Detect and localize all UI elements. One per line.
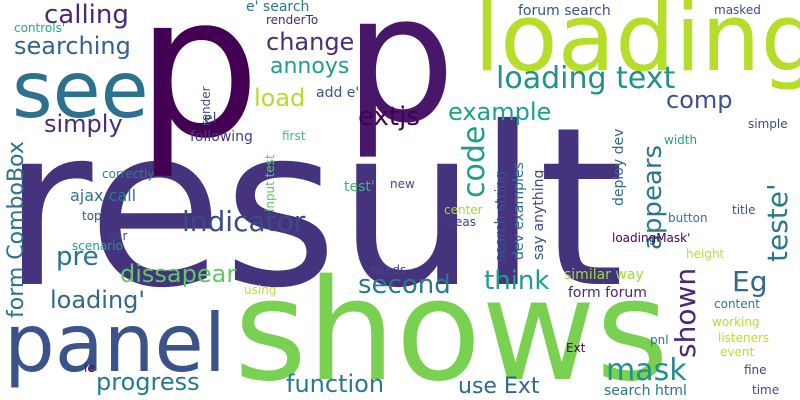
word-test: test' — [344, 179, 375, 195]
word-simple: simple — [748, 117, 788, 131]
word-p-2: p — [344, 0, 456, 162]
word-example: example — [448, 98, 552, 126]
word-scenario: scenario — [72, 239, 123, 253]
word-code: code — [457, 125, 492, 198]
word-eg: Eg — [732, 265, 768, 298]
word-panel: panel — [4, 297, 226, 390]
word-loading-quote: loading' — [50, 286, 146, 314]
word-ie: ie — [84, 361, 95, 375]
word-input-test: input test — [263, 154, 277, 212]
word-content: content — [714, 297, 760, 311]
word-mask: mask — [606, 353, 687, 388]
word-width: width — [664, 133, 698, 147]
word-use-ext: use Ext — [458, 374, 540, 399]
word-function: function — [286, 370, 385, 398]
word-loadingmask: loadingMask' — [612, 231, 691, 245]
word-listeners: listeners — [718, 331, 770, 345]
word-forum-search: forum search — [518, 3, 611, 19]
word-change: change — [266, 28, 355, 56]
word-button: button — [668, 211, 708, 225]
word-say-anything: say anything — [531, 169, 547, 260]
word-working: working — [712, 315, 760, 329]
word-ideas: ideas — [444, 215, 476, 229]
word-search-html: search html — [604, 383, 687, 399]
word-pre: pre — [56, 242, 99, 272]
word-correctly: correctly — [102, 167, 155, 181]
word-second: second — [358, 270, 451, 300]
word-shows: shows — [234, 250, 669, 400]
word-annoys: annoys — [270, 54, 350, 79]
word-indicator: indicator — [182, 205, 306, 238]
word-needs: needs — [370, 263, 407, 277]
word-similar-way: similar way — [564, 267, 644, 283]
word-el: el — [204, 111, 217, 127]
word-shown: shown — [669, 267, 702, 358]
word-form-combobox: form ComboBox — [4, 141, 29, 318]
word-search-string: search string — [493, 170, 509, 262]
word-see: see — [12, 46, 149, 136]
word-calling: calling — [44, 0, 129, 30]
word-dissapear: dissapear — [120, 260, 237, 288]
word-title: title — [732, 203, 756, 217]
word-extjs: extjs — [358, 102, 420, 132]
word-add-e: add e' — [316, 85, 360, 101]
word-controls: controls' — [14, 21, 66, 35]
word-ajax-call: ajax call — [70, 186, 137, 205]
word-center: center — [444, 203, 483, 217]
word-pnl: pnl — [650, 333, 669, 347]
word-think: think — [484, 266, 550, 296]
word-deploy-dev: deploy dev — [611, 128, 627, 206]
word-height: height — [686, 247, 725, 261]
word-new: new — [390, 177, 415, 191]
word-simply: simply — [44, 110, 123, 138]
word-loading: loading — [474, 0, 800, 93]
word-p-1: p — [136, 0, 261, 182]
word-dev-examples: dev examples — [511, 162, 527, 260]
word-progress: progress — [96, 368, 200, 396]
word-using: using — [244, 283, 277, 297]
word-renderto: renderTo — [266, 13, 319, 27]
word-e-search: e' search — [246, 0, 310, 15]
word-comp: comp — [666, 86, 733, 114]
word-load: load — [254, 84, 306, 112]
word-loading-text: loading text — [496, 61, 676, 96]
word-masked: masked — [714, 3, 761, 17]
word-teste: teste' — [761, 183, 794, 262]
word-var: var — [108, 229, 128, 243]
word-searching: searching — [14, 32, 131, 60]
word-event: event — [720, 345, 755, 359]
word-first: first — [282, 129, 306, 143]
word-ext: Ext — [566, 341, 586, 355]
word-form-forum: form forum — [568, 285, 647, 301]
word-result: result — [2, 80, 625, 336]
word-time: time — [752, 383, 780, 397]
word-following: following — [190, 129, 253, 145]
word-top: top — [82, 209, 102, 223]
word-fine: fine — [744, 363, 767, 377]
